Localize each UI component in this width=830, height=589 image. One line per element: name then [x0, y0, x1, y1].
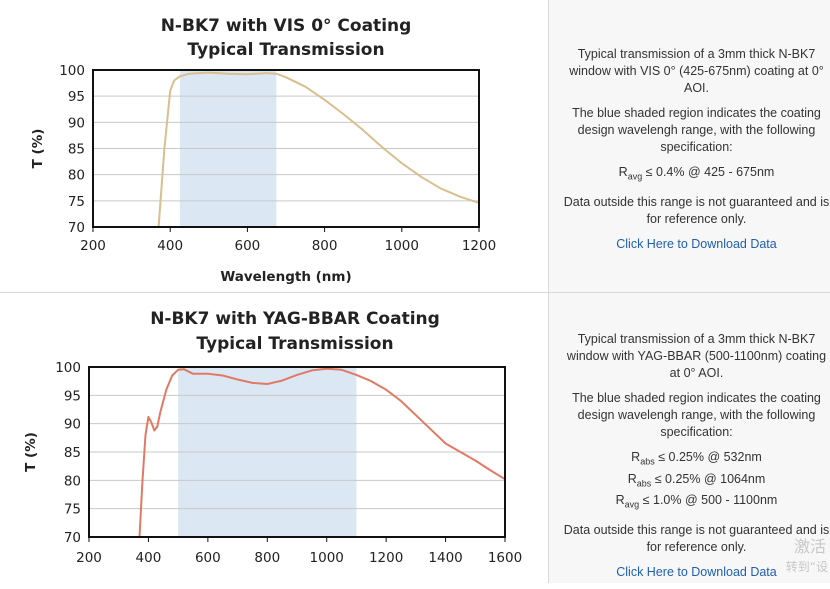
spec-line: Rabs ≤ 0.25% @ 532nm — [631, 450, 762, 467]
y-tick-label: 75 — [68, 194, 85, 210]
y-tick-label: 100 — [55, 360, 81, 376]
x-tick-label: 400 — [157, 238, 183, 254]
chart-title: Typical Transmission — [196, 334, 393, 354]
y-tick-label: 70 — [64, 530, 81, 546]
x-tick-label: 200 — [76, 550, 102, 566]
chart-vis: N-BK7 with VIS 0° Coating Typical Transmi… — [30, 16, 496, 285]
x-tick-label: 600 — [195, 550, 221, 566]
plot-frame — [92, 69, 480, 228]
description-text: Typical transmission of a 3mm thick N-BK… — [566, 332, 827, 380]
chart-title: Typical Transmission — [187, 40, 384, 60]
x-tick-label: 1600 — [488, 550, 522, 566]
y-tick-label: 95 — [68, 89, 85, 105]
y-tick-label: 85 — [68, 142, 85, 158]
x-tick-label: 800 — [312, 238, 338, 254]
description-text: Typical transmission of a 3mm thick N-BK… — [569, 47, 824, 95]
chart-cell-yag: N-BK7 with YAG-BBAR Coating Typical Trans… — [0, 293, 549, 583]
y-axis-label: T (%) — [30, 129, 46, 169]
x-tick-label: 1200 — [369, 550, 403, 566]
y-tick-label: 85 — [64, 445, 81, 461]
x-tick-label: 1000 — [385, 238, 419, 254]
y-axis-label: T (%) — [23, 432, 39, 472]
description-block: Typical transmission of a 3mm thick N-BK… — [563, 46, 830, 261]
spec-list: Rabs ≤ 0.25% @ 532nm Rabs ≤ 0.25% @ 1064n… — [563, 449, 830, 514]
x-tick-label: 600 — [235, 238, 261, 254]
y-tick-label: 70 — [68, 220, 85, 236]
download-data-link[interactable]: Click Here to Download Data — [616, 564, 777, 579]
y-tick-label: 100 — [59, 63, 85, 79]
x-tick-label: 800 — [254, 550, 280, 566]
chart-title: N-BK7 with VIS 0° Coating — [161, 16, 412, 36]
y-tick-label: 75 — [64, 502, 81, 518]
transmission-curve — [138, 367, 506, 538]
shading-note: The blue shaded region indicates the coa… — [572, 391, 821, 439]
x-axis-label: Wavelength (nm) — [220, 269, 351, 285]
y-tick-label: 80 — [68, 168, 85, 184]
x-tick-label: 1200 — [462, 238, 496, 254]
disclaimer-text: Data outside this range is not guarantee… — [563, 522, 830, 554]
spec-line: Ravg ≤ 0.4% @ 425 - 675nm — [618, 165, 775, 182]
chart-title: N-BK7 with YAG-BBAR Coating — [150, 309, 440, 329]
chart-row-vis: N-BK7 with VIS 0° Coating Typical Transmi… — [0, 0, 830, 292]
chart-row-yag: N-BK7 with YAG-BBAR Coating Typical Trans… — [0, 292, 830, 583]
chart-cell-vis: N-BK7 with VIS 0° Coating Typical Transmi… — [0, 0, 549, 292]
y-tick-label: 90 — [68, 115, 85, 131]
spec-line: Rabs ≤ 0.25% @ 1064nm — [627, 471, 766, 489]
transmission-curve — [157, 71, 480, 228]
spec-line: Ravg ≤ 1.0% @ 500 - 1100nm — [615, 493, 778, 510]
y-tick-label: 80 — [64, 473, 81, 489]
y-tick-label: 90 — [64, 417, 81, 433]
y-tick-label: 95 — [64, 388, 81, 404]
download-data-link[interactable]: Click Here to Download Data — [616, 236, 777, 251]
plot-frame — [88, 366, 506, 538]
description-block: Typical transmission of a 3mm thick N-BK… — [563, 331, 830, 589]
x-tick-label: 1000 — [310, 550, 344, 566]
description-cell-vis: Typical transmission of a 3mm thick N-BK… — [549, 0, 830, 292]
watermark-text: 激活 — [793, 537, 826, 556]
chart-yag: N-BK7 with YAG-BBAR Coating Typical Trans… — [23, 309, 522, 566]
disclaimer-text: Data outside this range is not guarantee… — [563, 194, 830, 226]
watermark-text: 转到“设 — [785, 560, 828, 574]
spec-list: Ravg ≤ 0.4% @ 425 - 675nm — [563, 164, 830, 186]
x-tick-label: 400 — [136, 550, 162, 566]
shading-note: The blue shaded region indicates the coa… — [572, 106, 821, 154]
description-cell-yag: Typical transmission of a 3mm thick N-BK… — [549, 293, 830, 583]
x-tick-label: 200 — [80, 238, 106, 254]
x-tick-label: 1400 — [428, 550, 462, 566]
